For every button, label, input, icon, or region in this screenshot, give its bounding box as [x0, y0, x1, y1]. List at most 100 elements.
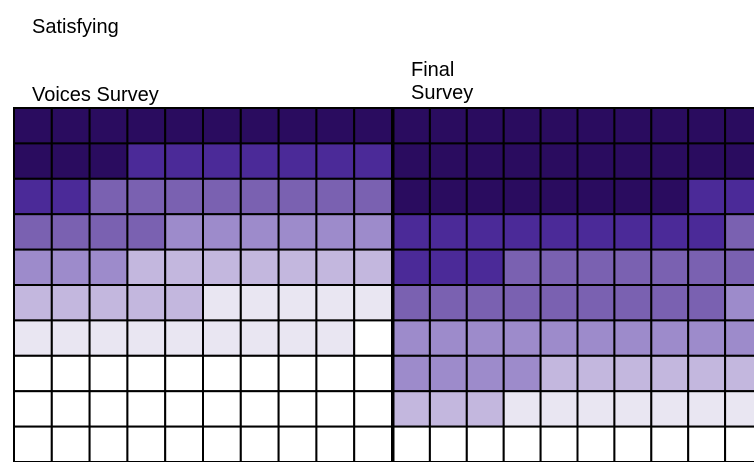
heatmap-cell-p1-r4-c2	[465, 248, 505, 287]
heatmap-cell-p1-r6-c9	[724, 319, 754, 357]
heatmap-cell-p1-r7-c3	[502, 354, 542, 393]
heatmap-cell-p0-r7-c7	[277, 354, 318, 393]
heatmap-cell-p1-r0-c0	[392, 107, 431, 145]
heatmap-cell-p0-r2-c4	[164, 177, 204, 216]
heatmap-cell-p1-r5-c4	[539, 284, 579, 322]
heatmap-cell-p1-r6-c5	[576, 319, 616, 357]
heatmap-cell-p1-r1-c3	[502, 142, 542, 180]
heatmap-cell-p1-r7-c8	[687, 354, 727, 393]
heatmap-cell-p0-r4-c2	[88, 248, 129, 287]
heatmap-cell-p1-r9-c8	[687, 425, 727, 462]
heatmap-cell-p1-r7-c2	[465, 354, 505, 393]
heatmap-cell-p0-r5-c6	[239, 284, 280, 322]
heatmap-cell-p1-r9-c0	[392, 425, 431, 462]
heatmap-cell-p0-r9-c2	[88, 425, 129, 462]
heatmap-cell-p1-r1-c2	[465, 142, 505, 180]
heatmap-cell-p0-r0-c8	[315, 107, 356, 145]
heatmap-cell-p1-r3-c9	[724, 213, 754, 251]
heatmap-cell-p1-r6-c1	[428, 319, 468, 357]
heatmap-cell-p0-r0-c3	[126, 107, 167, 145]
heatmap-cell-p1-r5-c6	[613, 284, 653, 322]
heatmap-cell-p0-r4-c4	[164, 248, 204, 287]
heatmap-cell-p0-r0-c7	[277, 107, 318, 145]
heatmap-cell-p0-r7-c0	[13, 354, 53, 393]
heatmap-cell-p0-r6-c7	[277, 319, 318, 357]
heatmap-cell-p1-r5-c2	[465, 284, 505, 322]
heatmap-cell-p0-r6-c0	[13, 319, 53, 357]
heatmap-cell-p0-r6-c6	[239, 319, 280, 357]
heatmap-cell-p1-r2-c2	[465, 177, 505, 216]
heatmap-cell-p0-r9-c8	[315, 425, 356, 462]
heatmap-cell-p1-r9-c6	[613, 425, 653, 462]
heatmap-cell-p0-r4-c0	[13, 248, 53, 287]
heatmap-cell-p1-r1-c7	[650, 142, 690, 180]
heatmap-cell-p1-r5-c5	[576, 284, 616, 322]
heatmap-cell-p1-r6-c6	[613, 319, 653, 357]
heatmap-cell-p1-r1-c5	[576, 142, 616, 180]
heatmap-cell-p1-r3-c6	[613, 213, 653, 251]
heatmap-cell-p0-r0-c0	[13, 107, 53, 145]
heatmap-cell-p1-r5-c0	[392, 284, 431, 322]
heatmap-cell-p1-r2-c3	[502, 177, 542, 216]
heatmap-cell-p1-r3-c3	[502, 213, 542, 251]
heatmap-cell-p0-r9-c1	[50, 425, 91, 462]
panel-voices-survey	[13, 107, 394, 462]
heatmap-cell-p0-r1-c9	[353, 142, 394, 180]
panel-final-survey	[392, 107, 754, 462]
heatmap-cell-p1-r3-c4	[539, 213, 579, 251]
heatmap-cell-p1-r9-c5	[576, 425, 616, 462]
heatmap-cell-p1-r6-c2	[465, 319, 505, 357]
heatmap-cell-p0-r6-c1	[50, 319, 91, 357]
heatmap-cell-p0-r1-c0	[13, 142, 53, 180]
heatmap-cell-p1-r4-c4	[539, 248, 579, 287]
heatmap-cell-p1-r3-c8	[687, 213, 727, 251]
heatmap-cell-p1-r3-c7	[650, 213, 690, 251]
heatmap-cell-p0-r1-c5	[202, 142, 242, 180]
heatmap-cell-p0-r5-c3	[126, 284, 167, 322]
heatmap-cell-p1-r7-c7	[650, 354, 690, 393]
heatmap-cell-p1-r9-c1	[428, 425, 468, 462]
heatmap-cell-p0-r8-c1	[50, 390, 91, 428]
heatmap-cell-p1-r9-c3	[502, 425, 542, 462]
heatmap-cell-p1-r2-c5	[576, 177, 616, 216]
heatmap-cell-p0-r3-c9	[353, 213, 394, 251]
heatmap-cell-p0-r0-c4	[164, 107, 204, 145]
heatmap-cell-p1-r9-c2	[465, 425, 505, 462]
heatmap-cell-p1-r0-c9	[724, 107, 754, 145]
heatmap-cell-p0-r7-c5	[202, 354, 242, 393]
heatmap-cell-p1-r5-c9	[724, 284, 754, 322]
heatmap-cell-p0-r5-c5	[202, 284, 242, 322]
heatmap-cell-p1-r8-c1	[428, 390, 468, 428]
heatmap-cell-p0-r5-c8	[315, 284, 356, 322]
heatmap-cell-p1-r7-c0	[392, 354, 431, 393]
heatmap-cell-p0-r4-c7	[277, 248, 318, 287]
heatmap-cell-p0-r1-c6	[239, 142, 280, 180]
heatmap-cell-p1-r1-c6	[613, 142, 653, 180]
heatmap-cell-p1-r9-c9	[724, 425, 754, 462]
heatmap-cell-p0-r1-c1	[50, 142, 91, 180]
heatmap-cell-p0-r8-c9	[353, 390, 394, 428]
heatmap-cell-p1-r4-c8	[687, 248, 727, 287]
heatmap-cell-p0-r5-c2	[88, 284, 129, 322]
heatmap-cell-p0-r6-c9	[353, 319, 394, 357]
heatmap-cell-p0-r4-c5	[202, 248, 242, 287]
heatmap-cell-p1-r4-c9	[724, 248, 754, 287]
heatmap-cell-p0-r4-c6	[239, 248, 280, 287]
heatmap-cell-p0-r6-c3	[126, 319, 167, 357]
panel-label-voices-survey: Voices Survey	[32, 84, 159, 106]
heatmap-cell-p0-r2-c1	[50, 177, 91, 216]
heatmap-cell-p1-r3-c0	[392, 213, 431, 251]
heatmap-cell-p0-r9-c6	[239, 425, 280, 462]
heatmap-cell-p0-r3-c8	[315, 213, 356, 251]
heatmap-cell-p1-r6-c3	[502, 319, 542, 357]
panel-label-final-survey: Final Survey	[411, 59, 474, 104]
heatmap-cell-p0-r1-c2	[88, 142, 129, 180]
heatmap-cell-p0-r1-c4	[164, 142, 204, 180]
heatmap-cell-p0-r8-c2	[88, 390, 129, 428]
heatmap-cell-p1-r1-c8	[687, 142, 727, 180]
heatmap-cell-p1-r4-c0	[392, 248, 431, 287]
heatmap-cell-p1-r8-c9	[724, 390, 754, 428]
heatmap-cell-p0-r7-c9	[353, 354, 394, 393]
heatmap-cell-p0-r3-c2	[88, 213, 129, 251]
